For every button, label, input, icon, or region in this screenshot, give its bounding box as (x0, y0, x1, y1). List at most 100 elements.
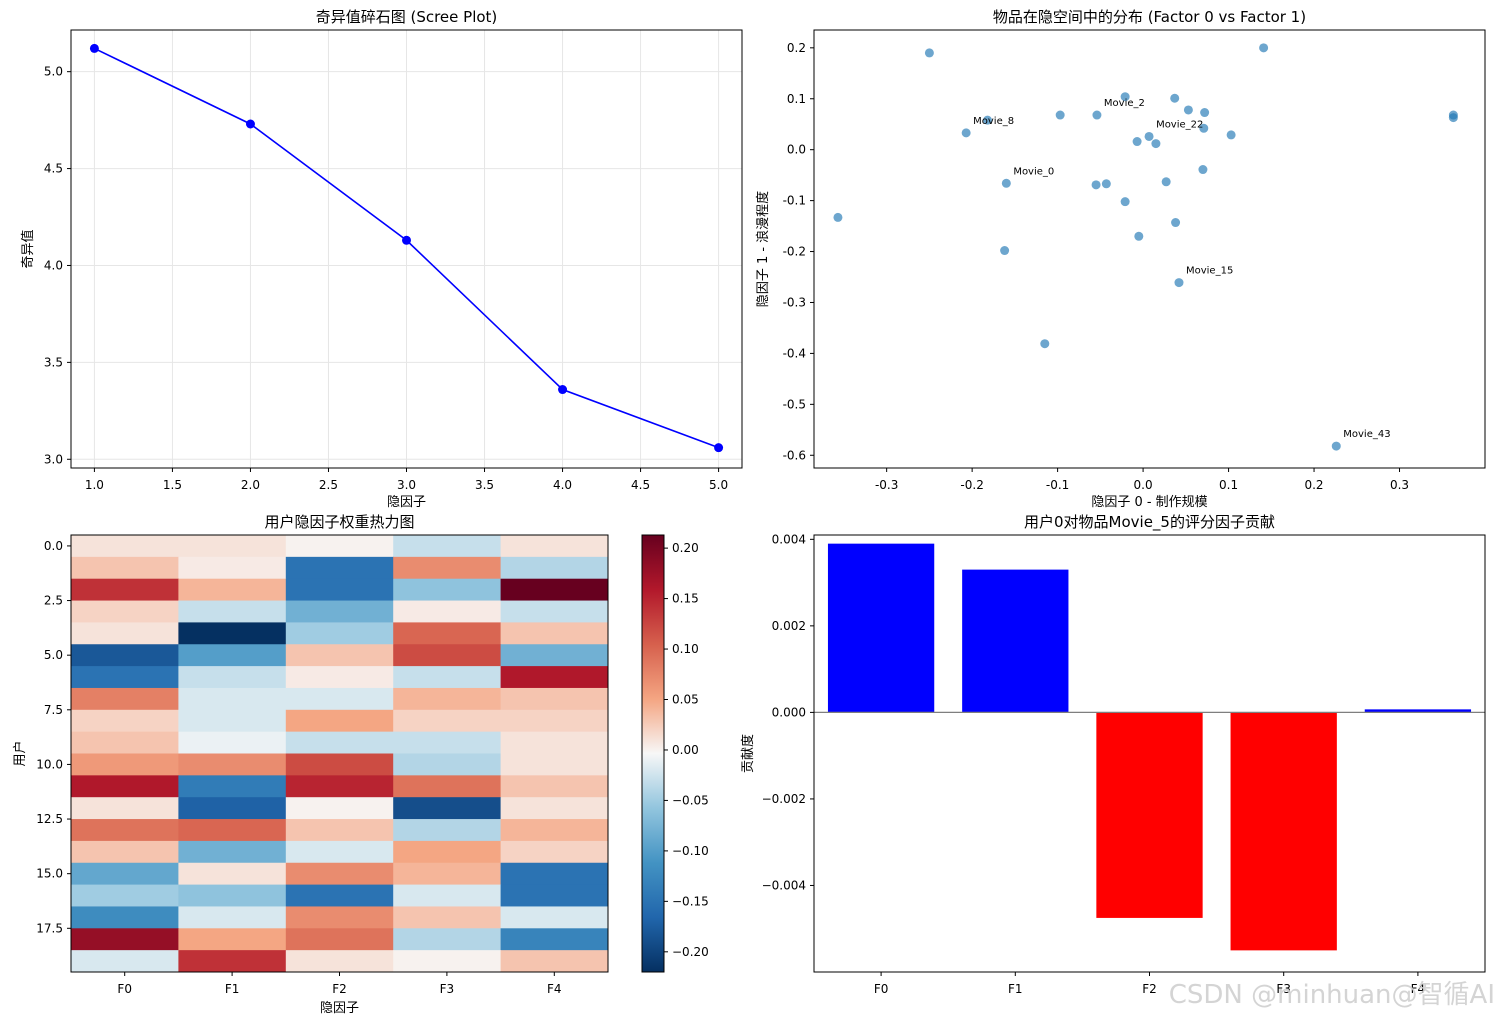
heatmap-cell (500, 535, 609, 558)
heatmap-cell (393, 950, 502, 973)
heatmap-cell (71, 819, 179, 842)
plot1-ytick-label: 4.5 (44, 162, 63, 176)
heatmap-cell (178, 928, 287, 951)
plot3-ytick-label: 0.0 (44, 539, 63, 553)
plot3-ytick-label: 15.0 (36, 867, 63, 881)
heatmap-cell (393, 687, 502, 711)
heatmap-cell (178, 578, 287, 602)
colorbar-tick-label: 0.10 (672, 642, 699, 656)
heatmap-cell (500, 709, 609, 733)
colorbar-tick-label: 0.00 (672, 743, 699, 757)
heatmap-cell (500, 775, 609, 798)
heatmap-cell (285, 535, 394, 558)
heatmap-cell (285, 709, 394, 733)
colorbar-tick-label: 0.05 (672, 693, 699, 707)
heatmap-cell (178, 840, 287, 864)
heatmap-cell (71, 535, 179, 558)
heatmap-cell (178, 644, 287, 667)
heatmap-cell (71, 578, 179, 602)
heatmap-cell (285, 666, 394, 689)
heatmap-cell (71, 862, 179, 886)
heatmap-cell (500, 862, 609, 886)
plot4-ytick-label: 0.004 (772, 532, 806, 546)
plot2-data-point (1092, 110, 1102, 120)
plot1-xtick-label: 2.0 (241, 478, 260, 492)
heatmap-cell (178, 709, 287, 733)
heatmap-cell (500, 731, 609, 754)
plot1-ytick-label: 3.0 (44, 452, 63, 466)
heatmap-cell (285, 928, 394, 951)
plot2-xtick-label: 0.1 (1219, 478, 1238, 492)
plot2-point-annotation: Movie_0 (1013, 166, 1054, 177)
heatmap-cell (285, 950, 394, 973)
plot1-frame (70, 29, 743, 469)
plot3-title: 用户隐因子权重热力图 (264, 513, 414, 531)
colorbar-tick-label: 0.20 (672, 541, 699, 555)
heatmap-cell (500, 578, 609, 602)
heatmap-cell (178, 819, 287, 842)
plot3-ytick-label: 12.5 (36, 812, 63, 826)
heatmap-cell (178, 731, 287, 754)
plot2-data-point (1226, 130, 1236, 140)
plot2-xtick-label: -0.2 (960, 478, 983, 492)
heatmap-cell (500, 840, 609, 864)
plot2-xlabel: 隐因子 0 - 制作规模 (1091, 495, 1207, 510)
heatmap-cell (500, 600, 609, 623)
colorbar (641, 534, 665, 973)
heatmap-cell (71, 731, 179, 754)
plot2-data-point (1183, 105, 1193, 115)
plot2-xtick-label: -0.3 (875, 478, 898, 492)
heatmap-cell (71, 840, 179, 864)
plot1-ytick-label: 4.0 (44, 258, 63, 272)
heatmap-cell (285, 840, 394, 864)
plot2-ytick-label: -0.6 (783, 448, 806, 462)
plot4-bar (1096, 712, 1203, 918)
heatmap-cell (285, 753, 394, 776)
plot2-background (814, 30, 1485, 468)
heatmap-cell (285, 884, 394, 907)
heatmap-cell (285, 556, 394, 580)
plot2-data-point (1170, 93, 1180, 103)
plot2-data-point (1101, 179, 1111, 189)
plot2-point-annotation: Movie_2 (1104, 98, 1145, 109)
heatmap-cell (500, 666, 609, 689)
watermark: CSDN @minhuan@智循AI (1169, 980, 1495, 1010)
heatmap-cell (393, 731, 502, 754)
plot2-data-point (1161, 177, 1171, 187)
colorbar-tick-label: 0.15 (672, 592, 699, 606)
heatmap-cell (393, 556, 502, 580)
heatmap-cell (500, 906, 609, 929)
heatmap-cell (393, 600, 502, 623)
heatmap-cell (178, 666, 287, 689)
plot2-point-annotation: Movie_43 (1343, 429, 1390, 440)
heatmap-cell (178, 950, 287, 973)
plot1-xtick-label: 1.5 (163, 478, 182, 492)
plot2-data-point (1174, 278, 1184, 288)
heatmap-cell (71, 775, 179, 798)
plot2-data-point (1200, 108, 1210, 118)
plot2-data-point (1134, 231, 1144, 241)
plot2-data-point (1001, 178, 1011, 188)
heatmap-cell (500, 622, 609, 645)
heatmap-cell (71, 753, 179, 776)
plot2-data-point (1000, 246, 1010, 256)
heatmap-cell (71, 556, 179, 580)
heatmap-cell (71, 622, 179, 645)
heatmap-cell (285, 687, 394, 711)
heatmap-cell (500, 644, 609, 667)
plot2-ytick-label: -0.4 (783, 346, 806, 360)
plot3-ytick-label: 10.0 (36, 757, 63, 771)
plot2-point-annotation: Movie_8 (973, 116, 1014, 127)
colorbar-tick-label: −0.20 (672, 945, 709, 959)
plot2-data-point (983, 115, 993, 125)
heatmap-cell (71, 666, 179, 689)
plot3-ytick-label: 2.5 (44, 594, 63, 608)
plot1-data-point (89, 43, 99, 53)
heatmap-cell (500, 753, 609, 776)
plot3-ytick-label: 5.0 (44, 648, 63, 662)
heatmap-cell (178, 797, 287, 820)
heatmap-cell (178, 862, 287, 886)
heatmap-cell (178, 556, 287, 580)
heatmap-cell (178, 535, 287, 558)
